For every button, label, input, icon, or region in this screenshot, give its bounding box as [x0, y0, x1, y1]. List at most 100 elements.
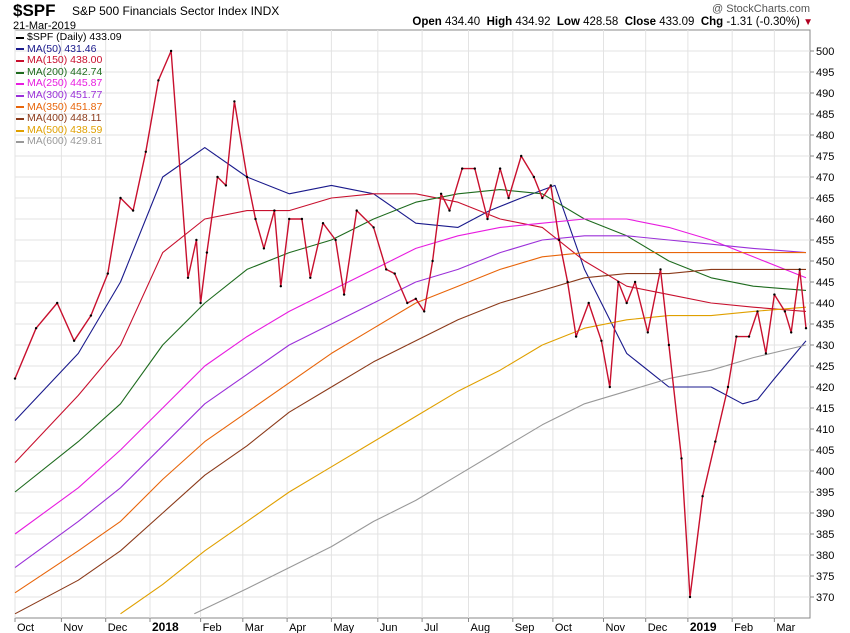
legend-label: MA(500) 438.59	[27, 123, 103, 136]
y-tick-label: 500	[816, 46, 834, 58]
x-tick-label: Mar	[776, 622, 795, 633]
open-value: 434.40	[445, 16, 481, 28]
data-point	[254, 217, 257, 221]
data-point	[625, 301, 628, 305]
y-tick-label: 490	[816, 88, 834, 100]
data-point	[726, 385, 730, 389]
legend-item: MA(500) 438.59	[16, 123, 122, 137]
x-tick-label: Mar	[245, 622, 264, 633]
data-point	[119, 196, 122, 200]
legend-item: MA(600) 429.81	[16, 136, 122, 148]
low-value: 428.58	[583, 16, 619, 28]
y-tick-label: 445	[816, 277, 834, 289]
data-point	[56, 301, 59, 305]
legend-item: MA(150) 438.00	[16, 55, 122, 67]
data-point	[701, 495, 704, 498]
x-tick-label: Feb	[203, 622, 222, 633]
data-point	[406, 301, 409, 305]
low-label: Low	[556, 16, 580, 28]
data-point	[233, 100, 236, 103]
data-point	[633, 280, 637, 284]
legend-item: $SPF (Daily) 433.09	[16, 31, 122, 44]
x-tick-label: Feb	[734, 622, 753, 633]
data-point	[262, 247, 266, 250]
data-point	[532, 175, 536, 179]
series-layer	[13, 49, 808, 615]
data-point	[541, 196, 544, 200]
data-point	[587, 301, 590, 305]
data-point	[393, 272, 396, 275]
data-point	[549, 184, 552, 187]
y-tick-label: 430	[816, 340, 834, 352]
data-point	[461, 167, 464, 170]
legend-swatch	[16, 59, 24, 62]
data-point	[34, 327, 38, 330]
exchange-label: INDX	[250, 4, 280, 18]
data-point	[680, 457, 683, 460]
x-tick-label: 2019	[690, 620, 717, 633]
x-tick-label: Oct	[555, 622, 572, 633]
y-tick-label: 455	[816, 235, 834, 247]
y-tick-label: 440	[816, 298, 834, 310]
x-tick-label: Dec	[648, 622, 668, 633]
data-point	[659, 268, 662, 271]
data-point	[747, 335, 751, 338]
data-point	[600, 339, 603, 342]
y-tick-label: 470	[816, 172, 834, 184]
data-point	[688, 595, 692, 599]
y-tick-label: 415	[816, 403, 834, 415]
legend-label: MA(50) 431.46	[27, 42, 97, 55]
data-point	[498, 167, 502, 170]
legend-swatch	[16, 48, 24, 51]
legend-item: MA(300) 451.77	[16, 88, 122, 102]
data-point	[288, 217, 291, 221]
close-value: 433.09	[659, 16, 695, 28]
legend-item: MA(250) 445.87	[16, 78, 122, 90]
legend-swatch	[16, 106, 24, 109]
high-label: High	[486, 16, 513, 28]
legend-label: MA(600) 429.81	[27, 135, 103, 148]
x-tick-label: Nov	[606, 622, 626, 633]
data-point	[199, 301, 202, 305]
data-point	[431, 259, 434, 263]
y-tick-label: 400	[816, 466, 834, 478]
chart-title: S&P 500 Financials Sector Index INDX	[72, 4, 279, 18]
data-point	[321, 222, 325, 225]
data-point	[735, 335, 738, 338]
data-point	[439, 192, 443, 195]
data-point	[804, 327, 808, 330]
y-tick-label: 475	[816, 151, 834, 163]
data-point	[205, 251, 209, 254]
data-point	[448, 209, 451, 212]
data-point	[195, 238, 198, 242]
x-tick-label: Apr	[289, 622, 306, 633]
legend-swatch	[16, 141, 24, 144]
x-tick-label: Aug	[471, 622, 491, 633]
legend-swatch	[16, 117, 24, 120]
legend-swatch	[16, 94, 24, 97]
data-point	[355, 209, 358, 212]
y-tick-label: 390	[816, 508, 834, 520]
legend-label: MA(300) 451.77	[27, 88, 103, 101]
high-value: 434.92	[515, 16, 551, 28]
data-point	[773, 293, 776, 296]
chart-date: 21-Mar-2019	[13, 20, 76, 32]
data-point	[89, 314, 93, 317]
data-point	[385, 268, 388, 271]
y-tick-label: 405	[816, 445, 834, 457]
ohlc-readout: Open 434.40 High 434.92 Low 428.58 Close…	[412, 16, 813, 28]
data-point	[279, 285, 282, 288]
y-tick-label: 425	[816, 361, 834, 373]
y-tick-label: 495	[816, 67, 834, 79]
y-tick-label: 480	[816, 130, 834, 142]
data-point	[423, 310, 426, 313]
data-point	[144, 150, 147, 153]
legend-label: $SPF (Daily) 433.09	[27, 31, 122, 43]
data-point	[72, 339, 76, 342]
x-tick-label: 2018	[152, 620, 179, 633]
legend-swatch	[16, 71, 24, 74]
y-tick-label: 465	[816, 193, 834, 205]
data-point	[646, 331, 649, 334]
data-point	[566, 280, 569, 284]
